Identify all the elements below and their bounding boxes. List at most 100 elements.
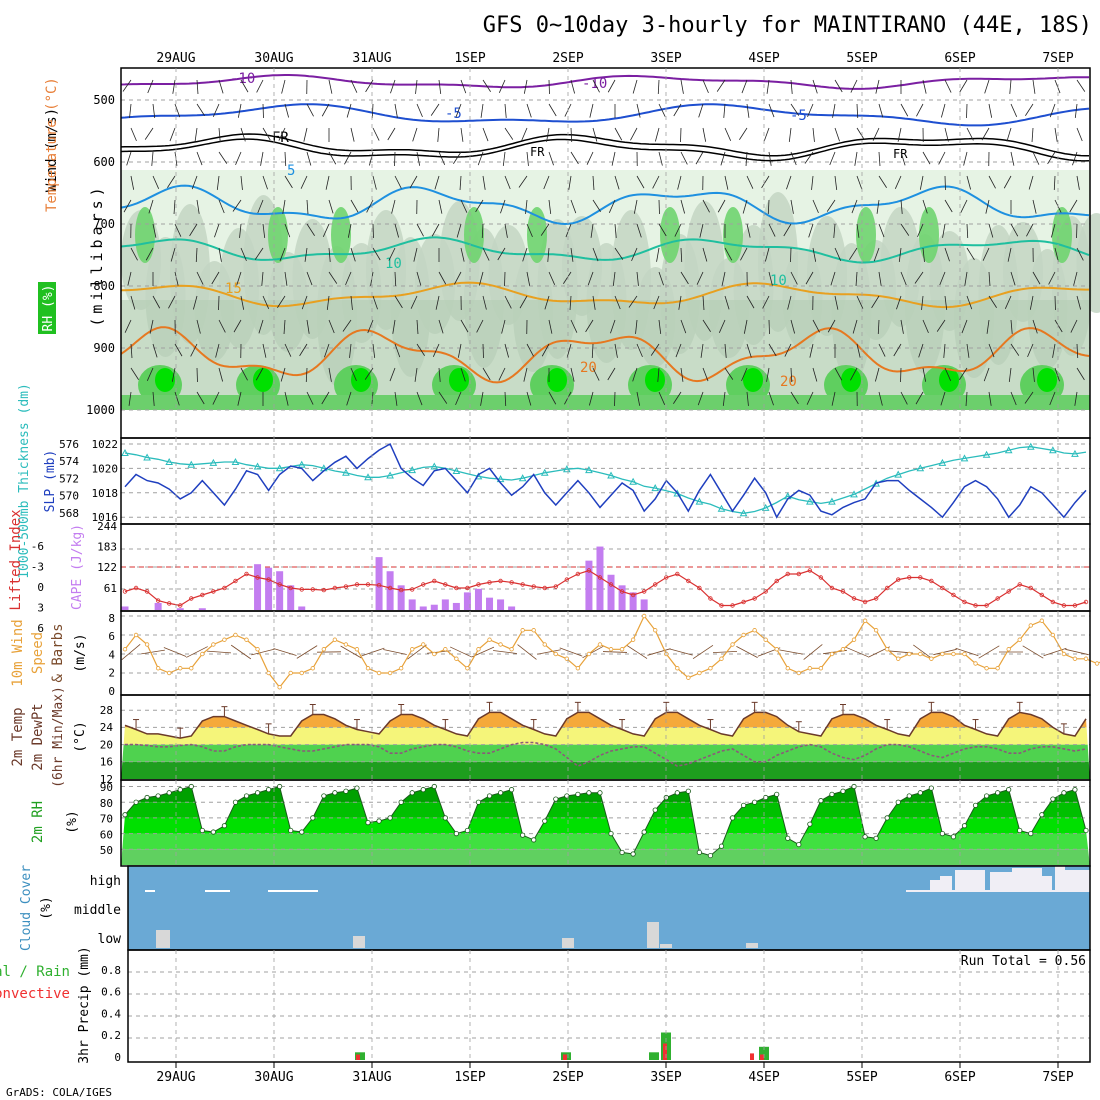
lifted-index-marker xyxy=(465,585,470,591)
rh-blob xyxy=(1076,213,1100,313)
wind-barb xyxy=(476,319,484,333)
isotherm-label: FR xyxy=(272,130,289,146)
wind-barb xyxy=(722,391,726,406)
wind-barb xyxy=(966,343,970,358)
date-label-top: 4SEP xyxy=(748,51,779,66)
wind-speed-marker xyxy=(200,651,205,657)
lifted-index-marker xyxy=(940,585,945,591)
wind-barb xyxy=(878,175,887,188)
wind-barb-10m xyxy=(978,645,1000,659)
high-cloud-gap xyxy=(1012,868,1042,891)
wind-barb xyxy=(922,79,927,94)
wind-barb xyxy=(481,223,484,239)
wind-barb-10m xyxy=(845,646,869,658)
wind-barb xyxy=(631,247,638,262)
wind-barb xyxy=(526,271,531,286)
wind-barb xyxy=(130,127,137,142)
cape-bar xyxy=(596,546,604,610)
wind-barb xyxy=(982,247,990,261)
rh-marker xyxy=(365,820,371,826)
wind-barb xyxy=(724,343,727,358)
wind-speed-marker xyxy=(719,656,724,661)
wind-barb xyxy=(569,295,572,310)
isotherm-20 xyxy=(120,326,1090,384)
wind-barb xyxy=(277,295,286,308)
wind-barb xyxy=(416,391,423,406)
thickness-line xyxy=(124,446,1087,514)
cape-bar xyxy=(430,604,438,610)
wind-barb xyxy=(1049,103,1056,118)
wind-speed-marker xyxy=(675,666,680,671)
wind-barb xyxy=(563,271,572,284)
wind-speed-marker xyxy=(741,632,746,638)
rh-tick: 90 xyxy=(100,781,113,794)
rh-marker xyxy=(188,783,194,790)
wind-barb xyxy=(255,367,264,381)
wind-barb xyxy=(592,199,601,212)
wind-barb xyxy=(1027,343,1034,358)
rh-marker xyxy=(685,788,691,794)
wind-speed-marker xyxy=(851,637,857,642)
wind-speed-marker xyxy=(973,661,978,666)
wind-barb xyxy=(262,343,267,358)
rh-marker xyxy=(829,791,835,797)
wind-barb xyxy=(300,175,308,189)
wind-barb xyxy=(1049,391,1056,406)
rh-marker xyxy=(1061,790,1067,796)
rh-marker xyxy=(652,807,658,813)
low-cloud-gap xyxy=(156,930,170,948)
rh-marker xyxy=(277,783,283,790)
isotherm-label: 15 xyxy=(225,281,242,297)
wind-barb xyxy=(680,367,684,382)
lifted-index-marker xyxy=(619,589,625,594)
rh-marker xyxy=(509,787,515,793)
lifted-index-marker xyxy=(907,575,912,580)
wind-barb xyxy=(394,391,398,406)
wind-barb xyxy=(630,127,638,141)
slp-tick: 1018 xyxy=(92,487,119,500)
wind-barb xyxy=(368,151,374,166)
wind-barb xyxy=(893,343,902,357)
wind-barb xyxy=(878,223,885,238)
wind-barb xyxy=(122,79,132,92)
wind-barb xyxy=(961,319,968,334)
temp-unit: (°C) xyxy=(73,721,88,752)
wind-barb xyxy=(856,295,864,309)
lifted-index-marker xyxy=(653,582,658,587)
temp-fill-group xyxy=(121,712,1090,779)
wind-speed-marker xyxy=(255,647,260,652)
lifted-index-marker xyxy=(144,589,150,594)
wind-barb xyxy=(261,271,264,286)
rh-marker xyxy=(431,783,437,790)
wind-speed-marker xyxy=(697,670,702,676)
thickness-marker xyxy=(342,468,350,476)
lifted-index-marker xyxy=(244,571,249,577)
isotherm-minus10 xyxy=(120,74,1089,90)
wind-barb xyxy=(944,247,950,262)
lifted-index-marker xyxy=(376,583,382,588)
rh-marker xyxy=(321,793,327,799)
wind-barb xyxy=(459,175,462,190)
wind-barb xyxy=(129,103,132,118)
lifted-index-marker xyxy=(1017,582,1022,587)
wind-barb xyxy=(326,295,330,310)
wind-barb xyxy=(812,319,820,333)
rh-marker xyxy=(376,818,382,824)
date-label-top: 29AUG xyxy=(156,51,195,66)
wind-barb xyxy=(702,127,707,142)
wind-barb xyxy=(834,127,840,142)
lifted-index-marker xyxy=(973,603,978,608)
wind-barb xyxy=(566,343,572,358)
cloud-unit: (%) xyxy=(39,896,54,919)
wind-barb xyxy=(501,319,506,334)
wind-speed-marker xyxy=(409,647,415,652)
temp-tick: 28 xyxy=(100,704,113,717)
lifted-index-marker xyxy=(487,580,492,585)
wind-barb xyxy=(702,247,708,262)
wind-barb xyxy=(746,343,752,358)
isotherm-label: 10 xyxy=(385,256,402,272)
wind-barb xyxy=(548,103,557,117)
wind-barb xyxy=(1076,79,1086,92)
precip-label: 3hr Precip (mm) xyxy=(77,946,92,1063)
wind-barb xyxy=(568,175,572,190)
